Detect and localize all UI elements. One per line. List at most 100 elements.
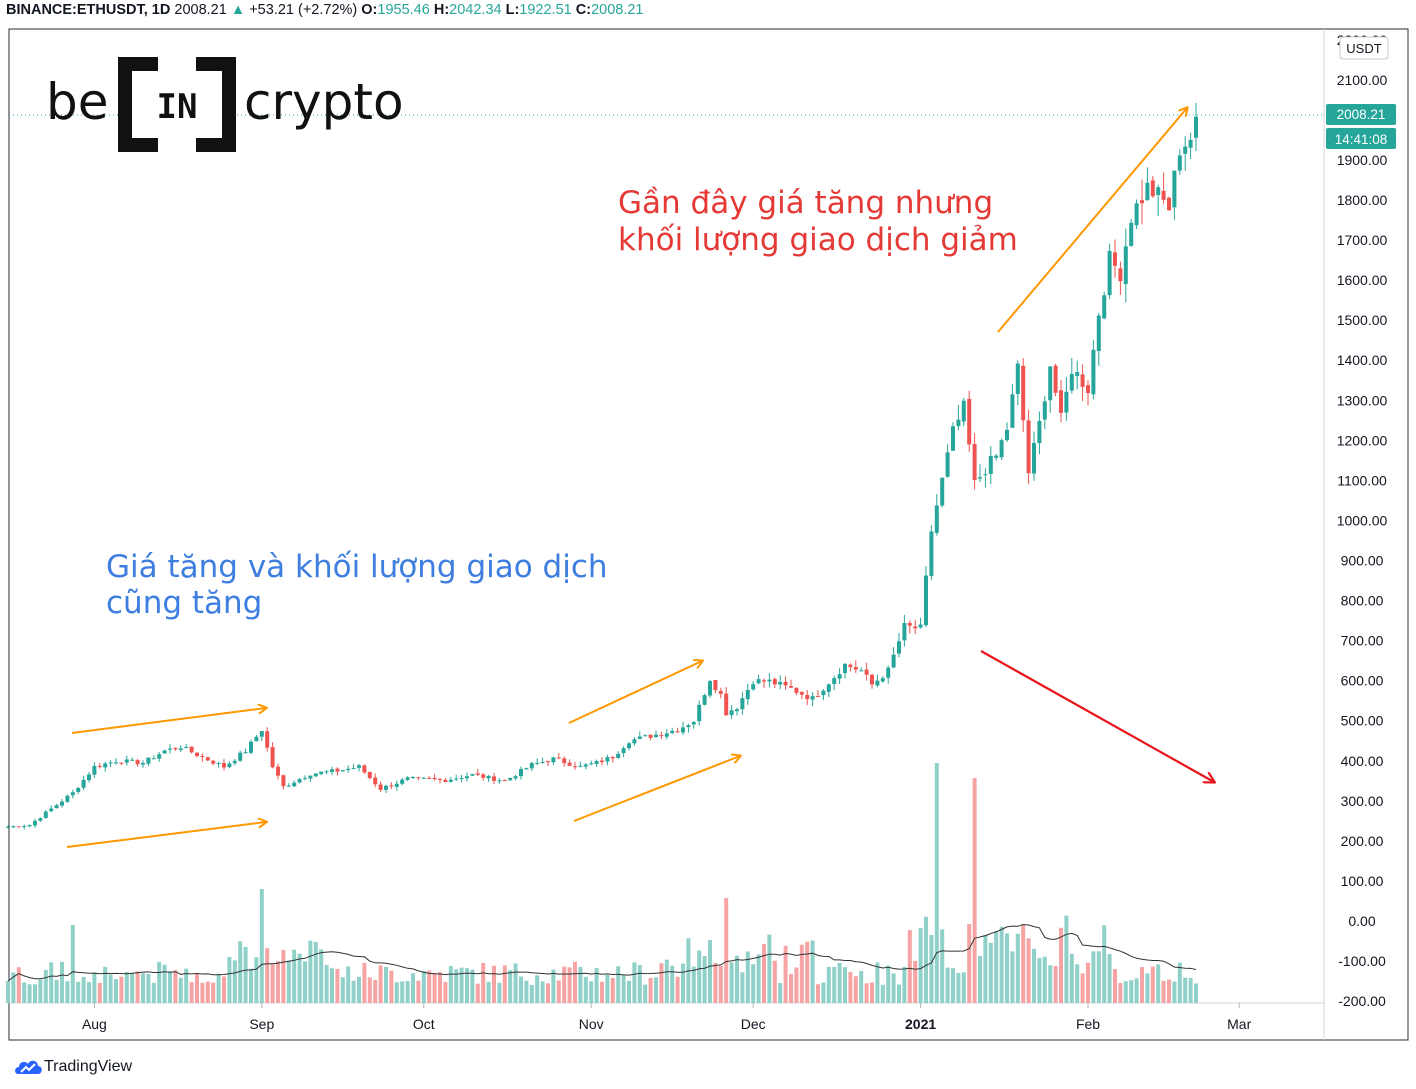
volume-bar [589, 981, 594, 1003]
candle [502, 779, 507, 782]
volume-bar [562, 966, 567, 1003]
x-tick-label: Feb [1076, 1016, 1100, 1032]
volume-bar [346, 966, 351, 1003]
candle [1091, 339, 1096, 400]
candle [319, 771, 324, 776]
volume-bar [583, 976, 588, 1003]
candle [616, 751, 621, 759]
candle [643, 734, 648, 737]
volume-bar [664, 959, 669, 1003]
volume-bar [573, 961, 577, 1003]
candle [465, 772, 469, 782]
candle [65, 794, 70, 804]
candle [292, 780, 297, 788]
candle [87, 772, 91, 783]
candle [70, 789, 75, 799]
volume-bar [238, 941, 243, 1003]
candle [313, 773, 318, 778]
candle [621, 746, 626, 758]
candle [22, 824, 27, 830]
candle [1015, 360, 1020, 406]
volume-bar [610, 977, 615, 1003]
volume-bar [994, 930, 999, 1003]
volume-bar [60, 961, 64, 1003]
volume-bar [249, 968, 253, 1003]
candle [632, 737, 637, 746]
candle [783, 676, 788, 690]
y-tick-label: 0.00 [1348, 913, 1375, 929]
candle [610, 756, 615, 763]
candle [1059, 379, 1063, 423]
candle [168, 744, 172, 754]
y-tick-label: 1100.00 [1337, 472, 1387, 488]
volume-bar [1069, 953, 1074, 1003]
orange-arrow-volume-1 [66, 822, 266, 848]
volume-bar [97, 982, 102, 1003]
candle [227, 761, 232, 769]
volume-bar [546, 983, 550, 1003]
volume-bar [421, 970, 426, 1003]
annotation-blue-text: Giá tăng và khối lượng giao dịch cũng tă… [106, 549, 608, 621]
volume-bar [913, 960, 918, 1003]
volume-bar [897, 984, 901, 1003]
candle [934, 494, 939, 536]
candle [551, 756, 556, 765]
volume-bar [870, 982, 874, 1003]
volume-bar [362, 962, 367, 1003]
volume-bar [1161, 980, 1166, 1003]
close-value: 2008.21 [591, 2, 644, 18]
volume-bar [324, 964, 329, 1003]
candle [756, 674, 761, 685]
candle [848, 663, 853, 672]
volume-bar [929, 935, 934, 1003]
candle [897, 633, 901, 658]
blue-text-line-1: Giá tăng và khối lượng giao dịch [106, 549, 608, 585]
candle [189, 746, 194, 754]
candle [637, 731, 642, 740]
candle [826, 683, 831, 698]
candle [870, 673, 874, 689]
volume-bar [292, 949, 297, 1003]
x-axis[interactable]: Aug Sep Oct Nov Dec 2021 Feb Mar [82, 1003, 1252, 1032]
y-tick-label: 1700.00 [1337, 232, 1388, 248]
candle [1172, 170, 1177, 220]
volume-bar [378, 965, 383, 1003]
tradingview-watermark[interactable]: TradingView [14, 1056, 132, 1078]
candle [648, 734, 653, 741]
candle [1118, 261, 1123, 295]
candle [54, 803, 59, 809]
candle [238, 750, 243, 762]
candle [951, 422, 955, 452]
y-tick-label: 100.00 [1341, 873, 1384, 889]
candle [411, 776, 415, 779]
countdown-tag-text: 14:41:08 [1335, 132, 1388, 147]
candle [135, 758, 140, 767]
volume-bar [6, 981, 10, 1003]
x-tick-label: Dec [741, 1016, 766, 1032]
candle [654, 730, 658, 738]
volume-bar [1032, 948, 1036, 1003]
candle [38, 817, 43, 822]
volume-bar [276, 961, 280, 1003]
volume-bar [195, 973, 199, 1003]
blue-text-line-2: cũng tăng [106, 585, 262, 621]
candle [405, 776, 410, 781]
candle [940, 477, 945, 508]
y-axis[interactable]: 2200.002100.001900.001800.001700.001600.… [1337, 32, 1388, 1009]
candle [448, 776, 453, 783]
candle [1080, 364, 1085, 401]
volume-bar [443, 982, 448, 1003]
volume-bar [1096, 951, 1101, 1003]
volume-bar [297, 953, 302, 1003]
volume-bar [799, 944, 804, 1003]
volume-bar [1026, 938, 1031, 1003]
candle [216, 761, 221, 768]
high-label: H: [433, 2, 450, 18]
tradingview-label: TradingView [44, 1058, 133, 1075]
candle [821, 688, 826, 701]
candle [1010, 383, 1015, 428]
volume-bar [724, 898, 729, 1003]
candle [529, 761, 534, 772]
volume-bar [1053, 965, 1058, 1003]
